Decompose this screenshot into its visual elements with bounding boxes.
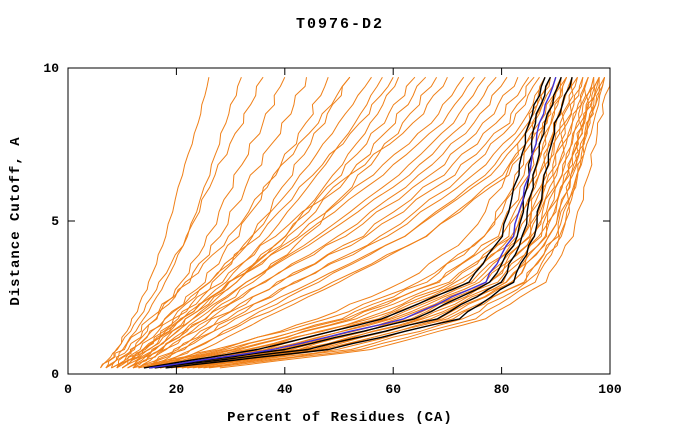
series-line-orange — [149, 76, 578, 369]
series-line-orange — [116, 76, 372, 369]
series-line-orange — [105, 77, 307, 369]
series-line-orange — [143, 77, 573, 369]
y-tick-label: 10 — [43, 61, 59, 76]
series-line-orange — [105, 76, 394, 369]
series-line-orange — [121, 76, 416, 369]
series-line-orange — [219, 77, 611, 369]
series-line-orange — [121, 76, 351, 369]
x-axis-label: Percent of Residues (CA) — [227, 410, 453, 426]
series-line-orange — [116, 76, 427, 369]
x-tick-label: 0 — [64, 382, 72, 397]
series-line-orange — [116, 76, 475, 369]
series-line-orange — [176, 76, 600, 369]
series-line-orange — [208, 77, 606, 369]
series-line-blue — [149, 76, 557, 369]
series-line-orange — [121, 76, 448, 369]
series-line-orange — [127, 77, 519, 369]
y-tick-label: 0 — [51, 367, 59, 382]
series-line-black — [149, 76, 552, 369]
series-line-orange — [198, 77, 600, 369]
series-line-orange — [127, 76, 465, 369]
series-line-black — [143, 76, 546, 369]
series-line-orange — [138, 76, 508, 369]
series-line-orange — [160, 77, 589, 369]
x-tick-label: 60 — [385, 382, 401, 397]
series-line-orange — [187, 77, 606, 369]
series-line-orange — [181, 77, 600, 369]
series-line-orange — [110, 77, 242, 369]
series-line-orange — [132, 76, 562, 369]
series-line-orange — [116, 76, 286, 369]
chart-title: T0976-D2 — [295, 16, 384, 33]
series-line-orange — [100, 76, 351, 369]
y-axis-label: Distance Cutoff, A — [8, 136, 24, 306]
series-line-orange — [154, 77, 551, 369]
series-line-orange — [121, 76, 497, 369]
y-tick-label: 5 — [51, 214, 59, 229]
series-line-black — [165, 77, 573, 369]
x-tick-label: 20 — [169, 382, 185, 397]
x-tick-label: 100 — [598, 382, 622, 397]
series-line-orange — [149, 77, 562, 369]
series-line-orange — [100, 76, 264, 369]
series-line-orange — [143, 77, 557, 369]
series-line-orange — [148, 76, 540, 369]
x-tick-label: 40 — [277, 382, 293, 397]
x-tick-label: 80 — [494, 382, 510, 397]
series-line-orange — [138, 77, 568, 369]
series-line-orange — [143, 76, 530, 369]
series-line-orange — [138, 77, 546, 369]
series-line-black — [154, 76, 562, 369]
series-line-orange — [132, 76, 535, 369]
